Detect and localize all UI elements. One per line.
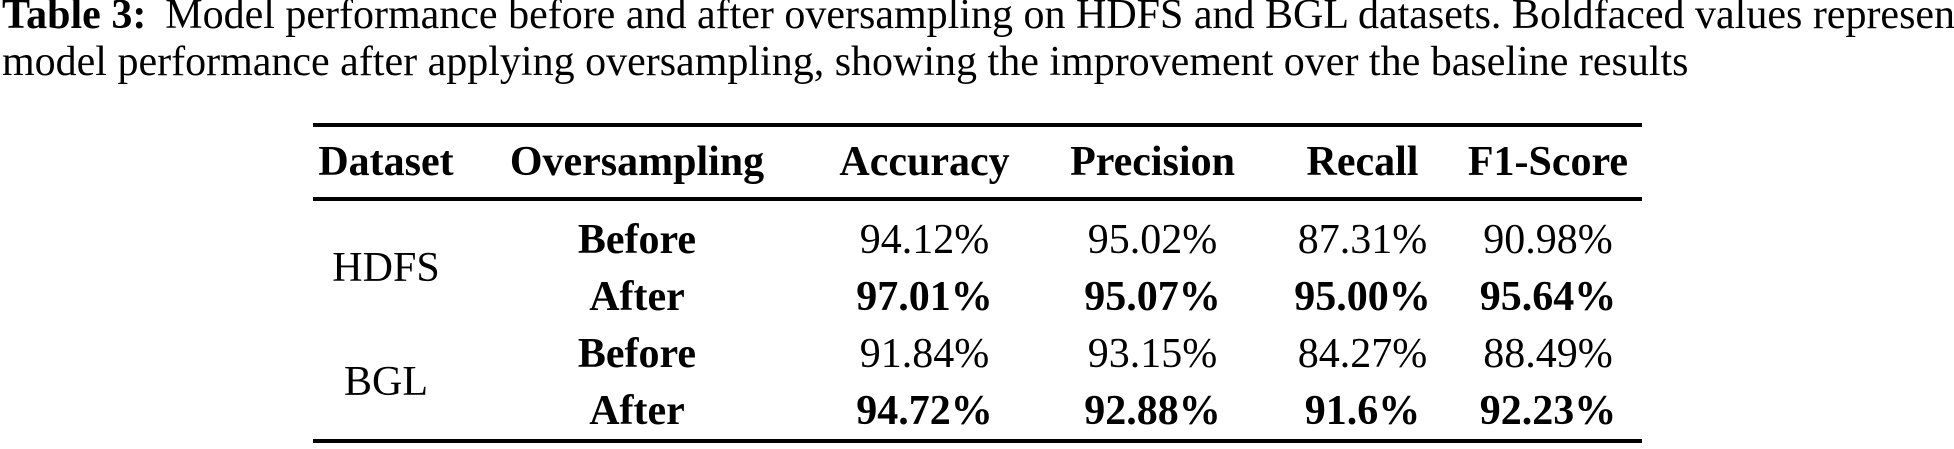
cell-f1-score: 95.64% [1479, 273, 1617, 320]
caption-text-line-2: model performance after applying oversam… [2, 39, 1689, 85]
col-header-f1-score: F1-Score [1454, 125, 1642, 201]
caption-line-1: Table 3: Model performance before and aft… [2, 0, 1954, 39]
cell-dataset-bgl: BGL [344, 359, 428, 405]
table-caption: Table 3: Model performance before and aft… [2, 0, 1954, 86]
results-table: Dataset Oversampling Accuracy Precision … [313, 123, 1642, 443]
cell-phase-after: After [589, 387, 685, 434]
cell-f1-score: 90.98% [1483, 216, 1613, 263]
table-row-bgl-after: After 94.72% 92.88% 91.6% 92.23% [313, 382, 1642, 441]
cell-recall: 84.27% [1297, 330, 1428, 377]
cell-dataset-hdfs: HDFS [332, 245, 440, 291]
cell-precision: 95.07% [1084, 273, 1221, 320]
cell-phase-before: Before [577, 330, 697, 377]
col-header-precision: Precision [1034, 125, 1271, 201]
cell-recall: 91.6% [1304, 387, 1421, 434]
col-header-dataset: Dataset [313, 125, 459, 201]
cell-accuracy: 91.84% [859, 330, 990, 377]
cell-accuracy: 97.01% [856, 273, 993, 320]
caption-label: Table 3: [2, 0, 147, 38]
cell-precision: 92.88% [1084, 387, 1221, 434]
cell-precision: 93.15% [1087, 330, 1218, 377]
table-row-hdfs-before: HDFS Before 94.12% 95.02% 87.31% 90.98% [313, 199, 1642, 292]
cell-recall: 95.00% [1294, 273, 1431, 320]
col-header-oversampling: Oversampling [459, 125, 815, 201]
table-row-hdfs-after: After 97.01% 95.07% 95.00% 95.64% [313, 268, 1642, 325]
cell-phase-after: After [589, 273, 685, 320]
col-header-recall: Recall [1271, 125, 1454, 201]
cell-f1-score: 88.49% [1483, 330, 1613, 377]
cell-precision: 95.02% [1087, 216, 1218, 263]
col-header-accuracy: Accuracy [815, 125, 1034, 201]
caption-text-line-1: Model performance before and after overs… [165, 0, 1954, 38]
cell-accuracy: 94.12% [859, 216, 990, 263]
cell-accuracy: 94.72% [856, 387, 993, 434]
cell-f1-score: 92.23% [1479, 387, 1617, 434]
cell-recall: 87.31% [1297, 216, 1428, 263]
header-row: Dataset Oversampling Accuracy Precision … [313, 125, 1642, 201]
cell-phase-before: Before [577, 216, 697, 263]
table-row-bgl-before: BGL Before 91.84% 93.15% 84.27% 88.49% [313, 325, 1642, 406]
